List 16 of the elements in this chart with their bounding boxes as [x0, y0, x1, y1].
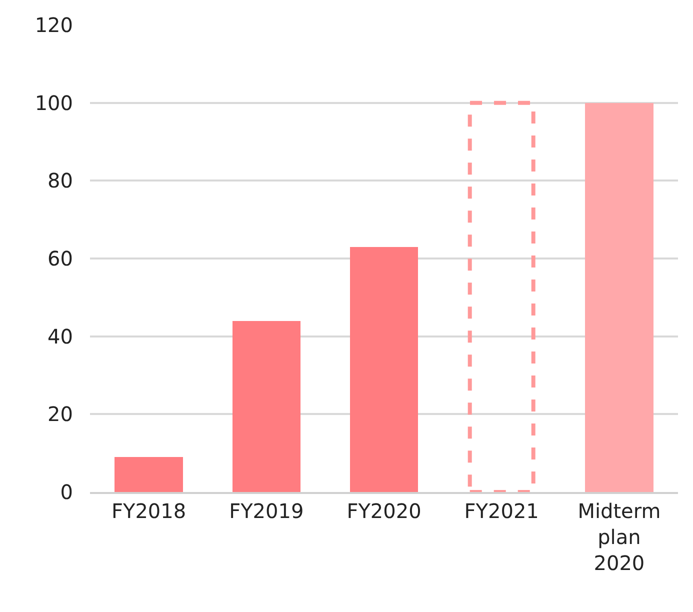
- x-tick-label: Midterm plan 2020: [578, 498, 661, 575]
- y-tick-label: 60: [48, 246, 73, 270]
- y-tick-label: 20: [48, 402, 73, 426]
- y-tick-label: 100: [34, 90, 73, 115]
- bar: [585, 102, 654, 492]
- bar: [232, 320, 300, 492]
- x-tick-label: FY2020: [346, 498, 422, 523]
- x-tick-label: FY2019: [229, 498, 304, 523]
- y-tick-label: 40: [48, 324, 73, 348]
- bar: [350, 246, 418, 492]
- y-tick-label: 80: [48, 168, 73, 193]
- y-tick-label: 0: [60, 480, 73, 504]
- bar: [114, 456, 183, 492]
- x-tick-label: FY2021: [464, 498, 539, 523]
- y-tick-label: 120: [34, 13, 73, 37]
- x-tick-label: FY2018: [111, 498, 186, 523]
